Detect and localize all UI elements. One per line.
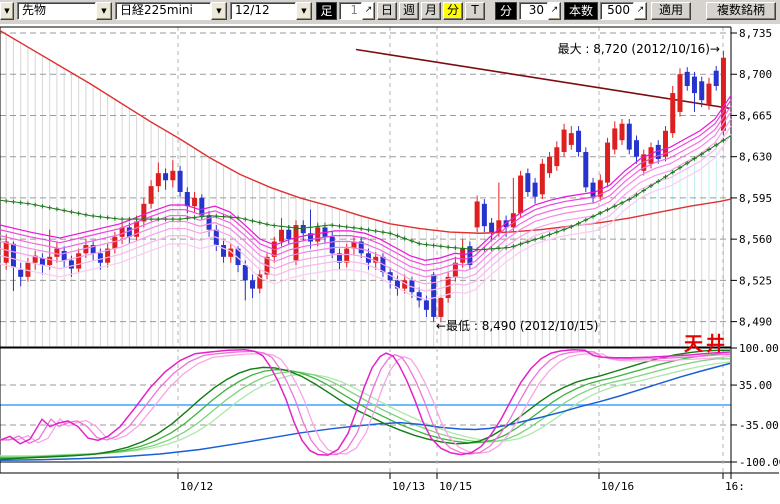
interval-input[interactable]: 1 — [339, 2, 362, 20]
multi-symbol-button[interactable]: 複数銘柄 — [706, 2, 776, 20]
svg-text:-100.00: -100.00 — [739, 456, 780, 469]
svg-text:10/15: 10/15 — [439, 480, 472, 493]
max-price-annotation: 最大 : 8,720 (2012/10/16)→ — [557, 42, 720, 56]
symbol-select[interactable]: 日経225mini — [115, 2, 211, 20]
interval-spinner-icon[interactable]: ↗ — [362, 2, 375, 20]
apply-button[interactable]: 適用 — [651, 2, 691, 20]
contract-month-dropdown-icon[interactable]: ▼ — [296, 2, 312, 20]
tab-minute-active[interactable]: 分 — [443, 2, 463, 20]
svg-text:8,560: 8,560 — [739, 233, 772, 246]
instrument-type-dropdown-icon[interactable]: ▼ — [96, 2, 112, 20]
svg-text:8,490: 8,490 — [739, 316, 772, 329]
bar-count-spinner-icon[interactable]: ↗ — [634, 2, 647, 20]
svg-text:8,735: 8,735 — [739, 27, 772, 40]
minute-value-input[interactable]: 30 — [519, 2, 548, 20]
minute-mode-button[interactable]: 分 — [495, 2, 517, 20]
svg-text:16:: 16: — [725, 480, 745, 493]
bar-count-mode-button[interactable]: 本数 — [564, 2, 598, 20]
ceiling-signal-label: 天井 — [684, 333, 729, 355]
svg-text:8,525: 8,525 — [739, 274, 772, 287]
svg-text:35.00: 35.00 — [739, 379, 772, 392]
min-price-annotation: ←最低 : 8,490 (2012/10/15) — [436, 319, 599, 333]
ashi-toggle-button[interactable]: 足 — [316, 2, 337, 20]
instrument-type-select[interactable]: 先物 — [17, 2, 96, 20]
svg-text:10/16: 10/16 — [601, 480, 634, 493]
svg-text:8,595: 8,595 — [739, 192, 772, 205]
bar-count-input[interactable]: 500 — [600, 2, 634, 20]
svg-text:8,665: 8,665 — [739, 109, 772, 122]
tab-tick[interactable]: T — [465, 2, 485, 20]
svg-text:-35.00: -35.00 — [739, 419, 779, 432]
tab-month[interactable]: 月 — [421, 2, 441, 20]
svg-text:10/12: 10/12 — [180, 480, 213, 493]
svg-text:8,630: 8,630 — [739, 151, 772, 164]
contract-month-select[interactable]: 12/12 — [230, 2, 296, 20]
tab-week[interactable]: 週 — [399, 2, 419, 20]
partial-dropdown-arrow-icon[interactable]: ▼ — [0, 2, 14, 20]
minute-spinner-icon[interactable]: ↗ — [548, 2, 561, 20]
svg-text:8,700: 8,700 — [739, 68, 772, 81]
svg-text:10/13: 10/13 — [392, 480, 425, 493]
tab-day[interactable]: 日 — [377, 2, 397, 20]
symbol-dropdown-icon[interactable]: ▼ — [211, 2, 227, 20]
svg-text:100.00: 100.00 — [739, 342, 779, 355]
toolbar: ▼ 先物 ▼ 日経225mini ▼ 12/12 ▼ 足 1 ↗ 日 週 月 分… — [0, 0, 780, 24]
